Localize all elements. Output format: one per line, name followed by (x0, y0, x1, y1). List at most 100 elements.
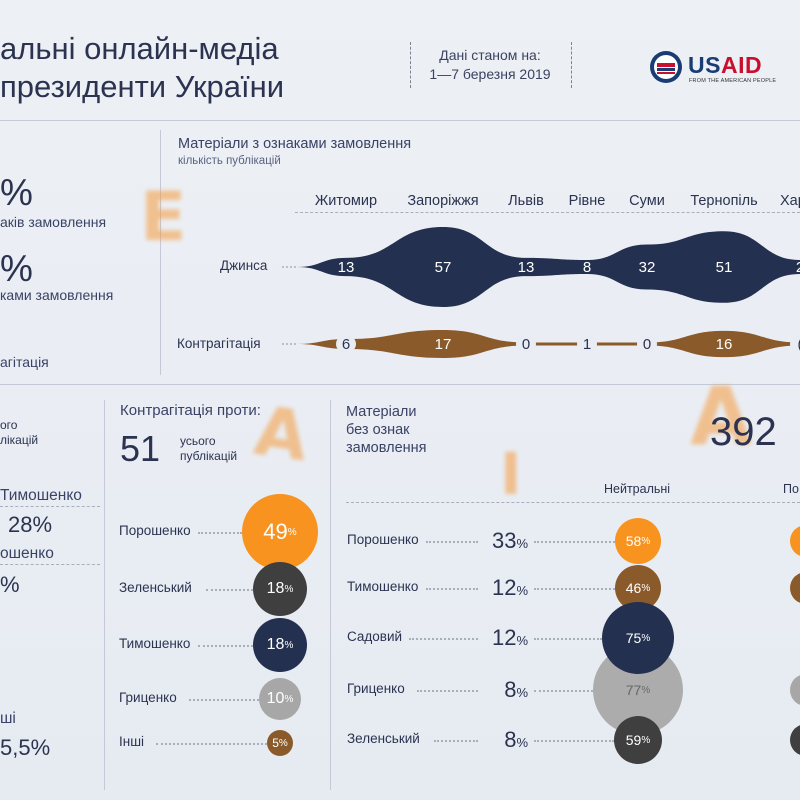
noorder-neutral-unit-2: % (641, 632, 651, 644)
series-label-kontrahitatsiia: Контрагітація (177, 336, 261, 351)
noorder-leader-b-1 (534, 588, 615, 590)
stream-value-1-0: 6 (342, 336, 350, 353)
counter-bubble-unit-1: % (284, 583, 294, 595)
noorder-leader-a-0 (425, 541, 478, 543)
stream-area-0 (297, 227, 800, 307)
counter-bubble-3: 10% (259, 678, 301, 720)
noorder-leader-a-4 (434, 740, 478, 742)
no-order-total: 392 (710, 410, 777, 454)
noorder-leader-b-0 (534, 541, 615, 543)
stream-chart-subtitle: кількість публікацій (178, 155, 281, 167)
counter-total-label-2: публікацій (180, 449, 238, 463)
noorder-leader-a-2 (409, 638, 478, 640)
watermark-letter-4: A (690, 370, 752, 463)
bl-pct-2: % (0, 572, 20, 597)
series-label-dzhynsa: Джинса (220, 258, 268, 273)
noorder-positive-bubble-4 (790, 724, 800, 756)
date-value: 1—7 березня 2019 (429, 66, 551, 82)
bl-label-top-1: ого (0, 418, 18, 432)
noorder-share-unit-2: % (516, 633, 528, 648)
city-label-1: Запоріжжя (407, 193, 479, 209)
noorder-positive-bubble-0 (790, 525, 800, 557)
counter-bubble-value-3: 10 (266, 690, 285, 707)
watermark-letter-1: E (140, 178, 187, 257)
noorder-leader-b-2 (534, 638, 602, 640)
noorder-name-0: Порошенко (347, 532, 419, 547)
summary-label-1: аків замовлення (0, 214, 107, 230)
stream-value-1-4: 0 (643, 336, 651, 353)
divider-bottom-middle (330, 400, 331, 790)
noorder-share-unit-1: % (516, 583, 528, 598)
noorder-positive-bubble-1 (790, 572, 800, 604)
stream-value-0-2: 13 (518, 259, 535, 276)
counter-leader-2 (197, 645, 253, 647)
no-order-title-3: замовлення (346, 440, 427, 456)
noorder-share-unit-4: % (516, 735, 528, 750)
counter-bubble-2: 18% (253, 618, 307, 672)
stream-label-bg-1-0 (336, 335, 356, 353)
noorder-neutral-value-3: 77 (625, 682, 642, 698)
no-order-title-2: без ознак (346, 422, 410, 438)
noorder-neutral-unit-0: % (641, 535, 651, 547)
bl-pct-1: 28% (8, 512, 53, 537)
stream-area-1 (297, 330, 800, 358)
city-header-rule (295, 212, 800, 213)
noorder-neutral-value-4: 59 (625, 732, 642, 748)
noorder-leader-a-3 (417, 690, 478, 692)
counter-bubble-4: 5% (267, 730, 293, 756)
counter-bubble-unit-0: % (287, 526, 297, 538)
summary-pct-2: % (0, 248, 33, 289)
bl-name-1: Тимошенко (0, 487, 82, 504)
city-label-5: Тернопіль (690, 193, 758, 209)
city-label-2: Львів (508, 193, 544, 209)
divider-bottom-left (104, 400, 105, 790)
divider-left-vertical (160, 130, 161, 375)
counter-leader-1 (206, 589, 253, 591)
stream-value-0-5: 51 (716, 259, 733, 276)
noorder-leader-b-4 (534, 740, 614, 742)
stream-value-0-6: 2 (796, 259, 800, 276)
stream-value-0-0: 13 (338, 259, 355, 276)
noorder-neutral-bubble-2: 75% (602, 602, 674, 674)
noorder-neutral-value-2: 75 (625, 630, 642, 646)
noorder-share-2: 12% (482, 625, 528, 651)
noorder-share-3: 8% (482, 677, 528, 703)
counter-leader-3 (189, 699, 259, 701)
stream-value-1-6: ( (798, 336, 800, 353)
noorder-neutral-bubble-0: 58% (615, 518, 661, 564)
page-title-line-2: президенти України (0, 69, 285, 104)
watermark-letter-3: I (500, 440, 522, 508)
no-order-rule (346, 502, 800, 503)
bl-pct-bottom: 5,5% (0, 735, 51, 760)
city-label-3: Рівне (568, 193, 606, 209)
counter-title: Контрагітація проти: (120, 402, 261, 419)
noorder-name-4: Зеленський (347, 731, 420, 746)
stream-label-bg-1-6 (790, 335, 800, 353)
noorder-neutral-unit-1: % (641, 582, 651, 594)
counter-bubble-value-1: 18 (266, 580, 285, 597)
stream-value-0-1: 57 (435, 259, 452, 276)
date-bracket (410, 42, 572, 88)
bl-name-2: ошенко (0, 545, 54, 562)
stream-label-bg-1-4 (637, 335, 657, 353)
counter-name-1: Зеленський (119, 580, 192, 595)
bl-label-bottom: ші (0, 710, 16, 727)
noorder-neutral-value-0: 58 (625, 533, 642, 549)
noorder-name-3: Гриценко (347, 681, 405, 696)
stream-value-0-4: 32 (639, 259, 656, 276)
stream-value-1-1: 17 (435, 336, 452, 353)
stream-chart-title: Матеріали з ознаками замовлення (178, 136, 412, 152)
noorder-share-unit-3: % (516, 685, 528, 700)
stream-chart-svg: 13 57 13 8 32 51 2 6 17 0 1 0 16 ( (282, 227, 800, 358)
date-label: Дані станом на: (439, 47, 541, 63)
counter-bubble-unit-4: % (278, 737, 288, 749)
noorder-share-0: 33% (482, 528, 528, 554)
stream-label-bg-1-3 (577, 335, 597, 353)
city-label-6: Хар (780, 193, 800, 209)
bl-label-top-2: лікацій (0, 433, 39, 447)
counter-bubble-1: 18% (253, 562, 307, 616)
summary-label-3: агітація (0, 354, 49, 370)
counter-total: 51 (120, 428, 161, 469)
summary-label-2: ками замовлення (0, 287, 114, 303)
city-label-0: Житомир (314, 193, 378, 209)
